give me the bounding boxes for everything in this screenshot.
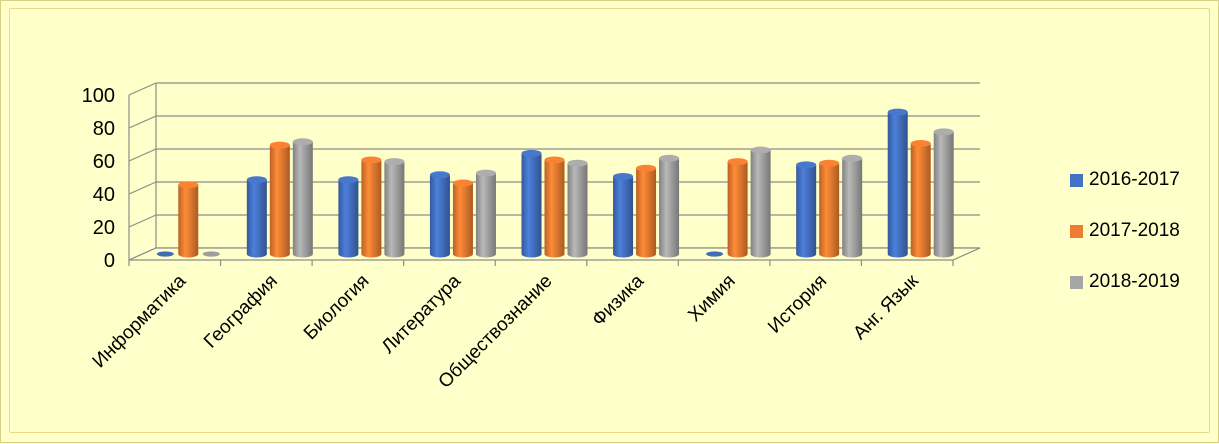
legend-label: 2018-2019 (1089, 271, 1180, 292)
legend-item: 2018-2019 (1070, 271, 1180, 292)
bar (246, 176, 267, 258)
legend-swatch (1070, 173, 1083, 187)
y-tick-label: 0 (104, 250, 115, 272)
bar (613, 172, 634, 258)
x-tick-label: Литература (378, 270, 465, 357)
x-tick-label: История (764, 271, 831, 338)
bar (796, 161, 817, 258)
bar (659, 154, 680, 258)
bar (452, 179, 473, 258)
y-tick-label: 40 (93, 184, 115, 206)
x-tick-label: География (200, 271, 282, 353)
bar (475, 169, 496, 258)
bar (384, 158, 405, 258)
legend-item: 2016-2017 (1070, 169, 1180, 190)
gridline-depth (128, 148, 157, 162)
y-tick-label: 80 (93, 118, 115, 140)
bar (636, 164, 657, 258)
legend: 2016-2017 2017-2018 2018-2019 (1070, 169, 1180, 323)
bar (269, 141, 290, 258)
x-tick-label: Физика (588, 270, 648, 330)
y-tick-label: 60 (93, 151, 115, 173)
bars-layer (156, 108, 954, 258)
x-tick-label: Биология (300, 271, 373, 344)
bar (361, 156, 382, 258)
legend-swatch (1070, 275, 1083, 289)
gridline-depth (128, 82, 157, 96)
bar (910, 139, 931, 258)
bar (933, 128, 954, 258)
chart-area (9, 8, 1210, 433)
bar (706, 251, 724, 257)
bar (338, 176, 359, 258)
bar (429, 171, 450, 258)
bar (567, 159, 588, 258)
y-tick-label: 100 (82, 85, 115, 107)
bar-chart: 0 20 40 60 80 100 Информатика География Биология… (82, 82, 981, 393)
x-tick-label: Химия (684, 271, 739, 326)
bar (292, 138, 313, 258)
bar (842, 154, 863, 258)
bar (544, 156, 565, 258)
legend-label: 2017-2018 (1089, 220, 1180, 241)
legend-swatch (1070, 224, 1083, 238)
legend-label: 2016-2017 (1089, 169, 1180, 190)
bar (178, 181, 199, 258)
bar (887, 108, 908, 258)
gridline-depth (128, 115, 157, 129)
legend-item: 2017-2018 (1070, 220, 1180, 241)
gridline-depth (128, 214, 157, 228)
gridline-depth (128, 181, 157, 195)
bar (727, 158, 748, 258)
bar (156, 251, 174, 257)
x-tick-label: Информатика (89, 270, 191, 372)
bar (521, 149, 542, 258)
bar (202, 251, 220, 257)
bar (750, 146, 771, 258)
bar (819, 159, 840, 258)
y-tick-label: 20 (93, 217, 115, 239)
x-tick-label: Анг. Язык (849, 270, 923, 344)
